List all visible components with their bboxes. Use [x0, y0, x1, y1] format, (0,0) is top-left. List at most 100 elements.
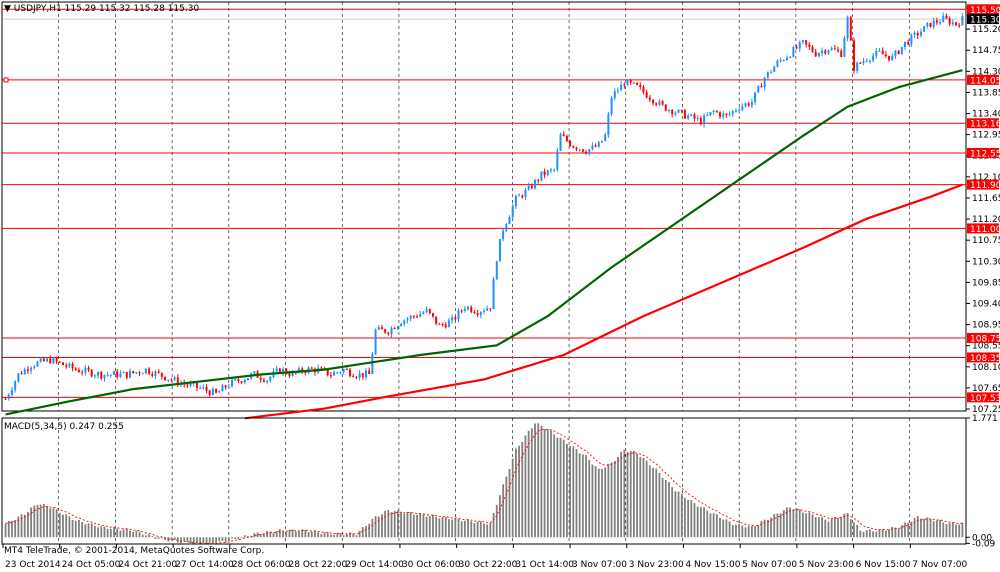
macd-bar	[629, 451, 632, 538]
candle-bear	[58, 361, 61, 363]
y-tick-label: 111.65	[972, 194, 1000, 204]
candle-bull	[744, 103, 747, 107]
macd-bar	[604, 467, 607, 538]
macd-bar	[14, 519, 17, 538]
macd-bar	[476, 521, 479, 538]
macd-bar	[802, 512, 804, 538]
candle-bull	[39, 358, 42, 362]
candle-bear	[237, 379, 240, 382]
macd-bar	[333, 534, 335, 538]
macd-bar	[7, 520, 10, 538]
macd-bar	[540, 425, 543, 538]
candle-bear	[438, 323, 441, 325]
macd-bar	[314, 530, 316, 538]
macd-bar	[320, 533, 323, 538]
candle-bull	[540, 171, 543, 181]
candle-bear	[164, 376, 167, 381]
candle-bull	[546, 170, 549, 176]
macd-bar	[888, 529, 890, 538]
macd-bar	[853, 522, 855, 538]
macd-bar	[923, 518, 926, 538]
candle-bear	[859, 62, 862, 64]
macd-bar	[773, 514, 776, 538]
macd-bar	[125, 528, 128, 538]
macd-bar	[467, 519, 469, 538]
macd-bar	[180, 537, 182, 544]
candle-bear	[642, 86, 645, 93]
candle-bull	[524, 189, 527, 198]
candle-bull	[106, 374, 109, 376]
candle-bull	[492, 279, 495, 310]
candle-bull	[234, 379, 237, 381]
candle-bear	[629, 79, 632, 83]
candle-bear	[431, 313, 434, 317]
macd-bar	[132, 531, 135, 538]
macd-bar	[527, 430, 530, 538]
macd-bar	[543, 429, 546, 538]
macd-bar	[78, 519, 80, 538]
macd-bar	[942, 522, 945, 538]
price-pane[interactable]: 115.65115.20114.75114.30113.85113.40112.…	[1, 1, 1000, 420]
candle-bull	[518, 195, 521, 197]
macd-histogram	[4, 423, 964, 545]
candle-bear	[652, 99, 655, 104]
candle-bear	[132, 371, 135, 373]
candle-bull	[843, 37, 846, 57]
candle-bull	[377, 327, 380, 330]
macd-bar	[243, 535, 246, 538]
macd-bar	[358, 530, 361, 538]
candle-bear	[148, 368, 151, 374]
candle-bull	[23, 369, 26, 375]
candle-bear	[808, 44, 811, 47]
macd-bar	[100, 526, 103, 538]
candle-bear	[476, 313, 479, 316]
macd-bar	[387, 510, 390, 538]
macd-bar	[690, 500, 693, 538]
candle-bear	[661, 101, 664, 105]
macd-bar	[11, 520, 13, 538]
macd-bar	[186, 537, 189, 543]
candle-bear	[49, 358, 52, 364]
macd-bar	[722, 519, 725, 538]
macd-bar	[766, 519, 769, 538]
macd-bar	[218, 537, 221, 542]
candle-bear	[170, 379, 173, 381]
candle-bear	[125, 371, 128, 378]
candle-bull	[872, 55, 875, 61]
candle-bear	[719, 112, 722, 117]
macd-pane[interactable]: 1.771 0.00-0.09	[1, 414, 998, 549]
symbol-header[interactable]: ▼ USDJPY,H1 115.29 115.32 115.28 115.30	[4, 4, 199, 14]
candle-bull	[687, 115, 690, 119]
macd-bar	[448, 519, 450, 538]
candle-bear	[958, 24, 961, 26]
macd-bar	[687, 499, 690, 538]
candle-bull	[339, 372, 342, 374]
candle-bull	[821, 50, 824, 54]
macd-bar	[151, 536, 154, 538]
macd-bar	[696, 506, 699, 538]
candle-bear	[543, 171, 546, 176]
macd-bar	[97, 527, 99, 538]
macd-bar	[862, 531, 865, 538]
macd-bar	[141, 534, 144, 538]
copyright-text: MT4 TeleTrade, © 2001-2014, MetaQuotes S…	[4, 546, 265, 556]
candle-bull	[620, 84, 623, 91]
macd-bar	[160, 537, 163, 539]
dropdown-triangle-icon[interactable]: ▼	[4, 4, 11, 14]
candle-bull	[674, 112, 677, 115]
candle-bull	[246, 378, 249, 381]
macd-bar	[658, 472, 661, 538]
x-tick-label: 29 Oct 14:00	[345, 560, 404, 570]
candle-bull	[770, 71, 773, 73]
macd-bar	[227, 537, 230, 542]
candle-bear	[747, 103, 750, 106]
candle-bull	[773, 66, 776, 72]
macd-bar	[349, 532, 351, 538]
candle-bear	[441, 324, 444, 326]
macd-bar	[731, 525, 734, 538]
macd-bar	[393, 511, 396, 538]
macd-bar	[291, 529, 294, 538]
candle-bear	[585, 151, 588, 154]
candle-bull	[463, 308, 466, 311]
